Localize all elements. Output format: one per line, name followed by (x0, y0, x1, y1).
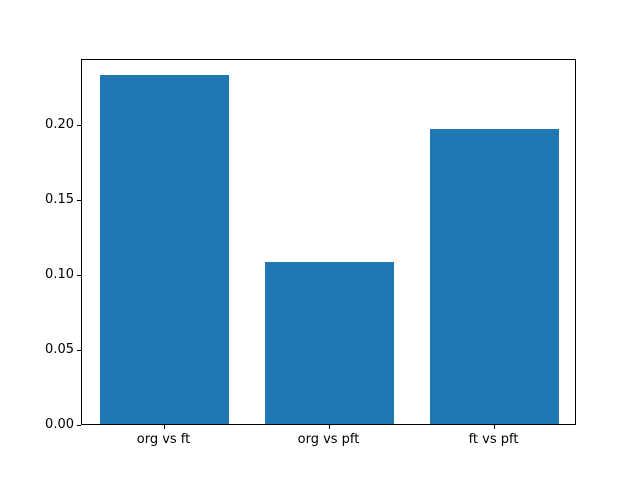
bar-org-vs-pft (265, 262, 394, 424)
y-tick-label: 0.05 (45, 342, 74, 357)
y-tick-mark (77, 275, 81, 276)
y-tick-mark (77, 350, 81, 351)
x-tick-mark (493, 425, 495, 429)
x-tick-label: org vs pft (297, 432, 360, 447)
x-tick-label: ft vs pft (468, 432, 519, 447)
x-tick-mark (328, 425, 330, 429)
x-tick-label: org vs ft (136, 432, 191, 447)
y-tick-label: 0.15 (45, 192, 74, 207)
y-tick-mark (77, 125, 81, 126)
plot-area (81, 59, 576, 425)
y-tick-mark (77, 425, 81, 426)
x-tick-mark (163, 425, 165, 429)
y-tick-mark (77, 200, 81, 201)
y-tick-label: 0.20 (45, 117, 74, 132)
y-tick-label: 0.10 (45, 267, 74, 282)
bar-org-vs-ft (100, 74, 229, 424)
y-tick-label: 0.00 (45, 417, 74, 432)
bar-ft-vs-pft (430, 128, 559, 424)
